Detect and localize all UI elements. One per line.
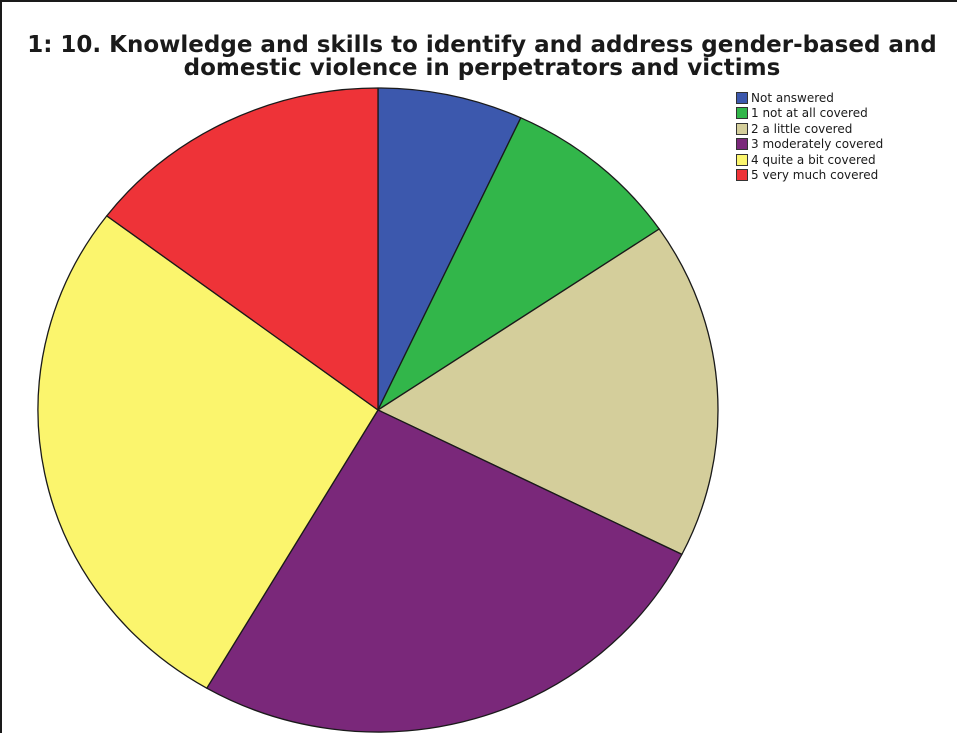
legend-item-moderately-covered: 3 moderately covered (736, 137, 883, 153)
pie-slice-not-answered (377, 87, 522, 411)
legend-swatch (736, 153, 748, 166)
legend-label: 5 very much covered (751, 168, 879, 183)
chart-title-line-2: domestic violence in perpetrators and vi… (183, 55, 781, 81)
legend-swatch (736, 91, 748, 104)
chart-legend: Not answered 1 not at all covered 2 a li… (736, 90, 883, 183)
legend-label: Not answered (751, 90, 834, 105)
legend-item-not-answered: Not answered (736, 90, 883, 106)
legend-label: 4 quite a bit covered (751, 152, 876, 167)
legend-swatch (736, 107, 748, 120)
legend-item-a-little-covered: 2 a little covered (736, 121, 883, 137)
legend-label: 1 not at all covered (751, 106, 868, 121)
legend-item-quite-a-bit-covered: 4 quite a bit covered (736, 152, 883, 168)
pie-slice-quite-a-bit-covered (37, 215, 379, 689)
legend-swatch (736, 169, 748, 182)
chart-title: 1: 10. Knowledge and skills to identify … (22, 34, 942, 80)
legend-label: 2 a little covered (751, 121, 853, 136)
legend-item-not-at-all-covered: 1 not at all covered (736, 106, 883, 122)
pie-slices (37, 87, 719, 733)
legend-label: 3 moderately covered (751, 137, 884, 152)
pie-slice-a-little-covered (377, 228, 719, 556)
chart-title-line-1: 1: 10. Knowledge and skills to identify … (27, 32, 937, 58)
legend-item-very-much-covered: 5 very much covered (736, 168, 883, 184)
pie-slice-very-much-covered (106, 87, 379, 411)
legend-swatch (736, 122, 748, 135)
pie-slice-not-at-all-covered (377, 117, 660, 411)
legend-swatch (736, 138, 748, 151)
pie-slice-moderately-covered (206, 409, 683, 733)
